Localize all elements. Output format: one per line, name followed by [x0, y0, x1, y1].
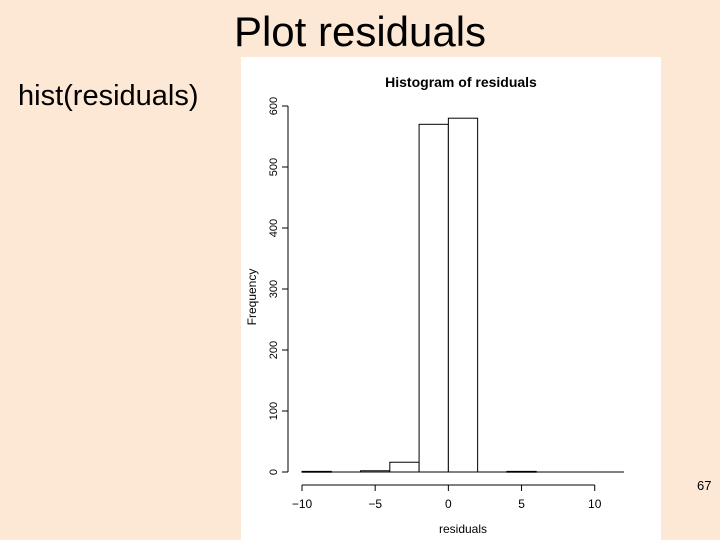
histogram-bar — [418, 123, 449, 473]
page-number: 67 — [697, 478, 712, 493]
y-tick-label: 100 — [268, 402, 280, 420]
slide-caption: hist(residuals) — [18, 80, 199, 112]
y-tick-label: 300 — [268, 280, 280, 298]
x-tick-label: 10 — [588, 497, 602, 511]
x-tick-label: 0 — [445, 497, 452, 511]
histogram-bar — [389, 461, 420, 473]
y-tick-label: 200 — [268, 341, 280, 359]
y-tick-label: 0 — [268, 469, 280, 475]
x-tick-label: −10 — [292, 497, 313, 511]
histogram-chart: Histogram of residuals Frequency residua… — [245, 74, 624, 536]
histogram-bar — [447, 117, 479, 473]
histogram-bar — [360, 470, 391, 473]
chart-title: Histogram of residuals — [385, 74, 537, 90]
histogram-bar — [506, 470, 537, 473]
y-tick-label: 500 — [268, 158, 280, 176]
x-axis-label: residuals — [439, 522, 487, 536]
histogram-panel: Histogram of residuals Frequency residua… — [241, 57, 661, 540]
y-tick-label: 600 — [268, 97, 280, 115]
x-tick-label: 5 — [518, 497, 525, 511]
y-axis-label: Frequency — [245, 269, 259, 326]
y-tick-label: 400 — [268, 219, 280, 237]
slide-title: Plot residuals — [233, 8, 487, 55]
x-tick-label: −5 — [368, 497, 382, 511]
histogram-bar — [301, 470, 332, 473]
